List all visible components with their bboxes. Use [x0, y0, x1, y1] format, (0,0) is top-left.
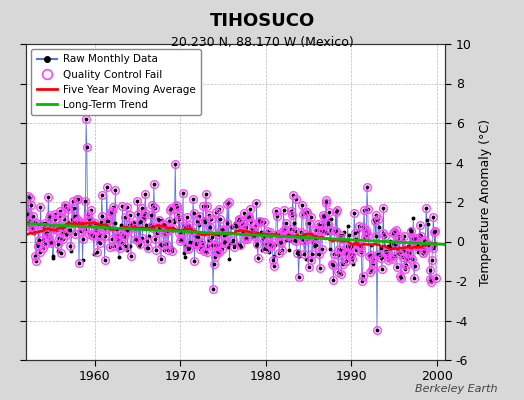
Text: 20.230 N, 88.170 W (Mexico): 20.230 N, 88.170 W (Mexico) [171, 36, 353, 49]
Y-axis label: Temperature Anomaly (°C): Temperature Anomaly (°C) [478, 118, 492, 286]
Legend: Raw Monthly Data, Quality Control Fail, Five Year Moving Average, Long-Term Tren: Raw Monthly Data, Quality Control Fail, … [31, 49, 201, 115]
Text: TIHOSUCO: TIHOSUCO [210, 12, 314, 30]
Text: Berkeley Earth: Berkeley Earth [416, 384, 498, 394]
